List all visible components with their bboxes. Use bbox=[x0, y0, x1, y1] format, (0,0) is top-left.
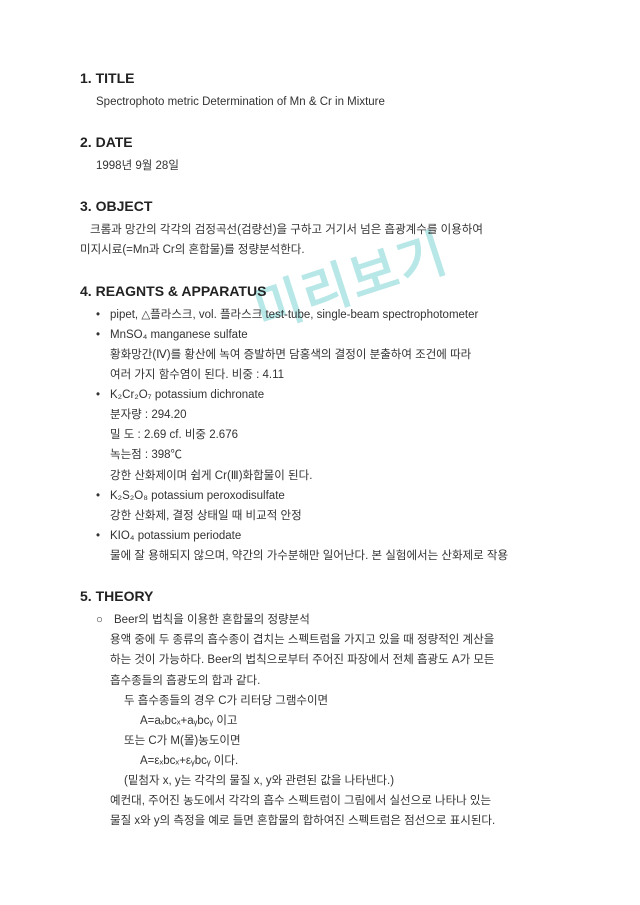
reagent-item: •K₂S₂O₈ potassium peroxodisulfate bbox=[96, 486, 570, 506]
section-theory: 5. THEORY ○ Beer의 법칙을 이용한 혼합물의 정량분석 용액 중… bbox=[80, 588, 570, 831]
bullet-icon: • bbox=[96, 305, 110, 325]
reagent-sub: 여러 가지 함수염이 된다. 비중 : 4.11 bbox=[96, 365, 570, 385]
bullet-icon: • bbox=[96, 325, 110, 345]
reagent-head: KIO₄ potassium periodate bbox=[110, 526, 570, 546]
heading-reagents: 4. REAGNTS & APPARATUS bbox=[80, 283, 570, 299]
document-page: 1. TITLE Spectrophoto metric Determinati… bbox=[0, 0, 640, 894]
heading-text: OBJECT bbox=[96, 198, 153, 214]
num: 1. bbox=[80, 70, 92, 86]
num: 3. bbox=[80, 198, 92, 214]
section-reagents: 4. REAGNTS & APPARATUS •pipet, △플라스크, vo… bbox=[80, 283, 570, 567]
reagent-head: K₂Cr₂O₇ potassium dichronate bbox=[110, 385, 570, 405]
body-reagents: •pipet, △플라스크, vol. 플라스크 test-tube, sing… bbox=[80, 305, 570, 567]
theory-note: (밑첨자 x, y는 각각의 물질 x, y와 관련된 값을 나타낸다.) bbox=[96, 771, 570, 791]
reagent-sub: 강한 산화제이며 쉽게 Cr(Ⅲ)화합물이 된다. bbox=[96, 466, 570, 486]
heading-title: 1. TITLE bbox=[80, 70, 570, 86]
reagent-head: K₂S₂O₈ potassium peroxodisulfate bbox=[110, 486, 570, 506]
section-object: 3. OBJECT 크롬과 망간의 각각의 검정곡선(검량선)을 구하고 거기서… bbox=[80, 198, 570, 260]
reagent-item: •K₂Cr₂O₇ potassium dichronate bbox=[96, 385, 570, 405]
theory-eq1: A=aₓbcₓ+aᵧbcᵧ 이고 bbox=[96, 711, 570, 731]
reagent-sub: 물에 잘 용해되지 않으며, 약간의 가수분해만 일어난다. 본 실험에서는 산… bbox=[96, 546, 570, 566]
heading-object: 3. OBJECT bbox=[80, 198, 570, 214]
body-theory: ○ Beer의 법칙을 이용한 혼합물의 정량분석 용액 중에 두 종류의 흡수… bbox=[80, 610, 570, 831]
num: 4. bbox=[80, 283, 92, 299]
theory-line2: 두 흡수종들의 경우 C가 리터당 그램수이면 bbox=[96, 691, 570, 711]
theory-para1c: 흡수종들의 흡광도의 합과 같다. bbox=[96, 671, 570, 691]
reagent-sub: 황화망간(Ⅳ)를 황산에 녹여 증발하면 담홍색의 결정이 분출하여 조건에 따… bbox=[96, 345, 570, 365]
reagent-item: •pipet, △플라스크, vol. 플라스크 test-tube, sing… bbox=[96, 305, 570, 325]
reagent-sub: 강한 산화제, 결정 상태일 때 비교적 안정 bbox=[96, 506, 570, 526]
reagent-sub: 밀 도 : 2.69 cf. 비중 2.676 bbox=[96, 425, 570, 445]
heading-text: REAGNTS & APPARATUS bbox=[96, 283, 267, 299]
bullet-icon: • bbox=[96, 486, 110, 506]
theory-subhead: ○ Beer의 법칙을 이용한 혼합물의 정량분석 bbox=[96, 610, 570, 630]
num: 5. bbox=[80, 588, 92, 604]
reagent-sub: 녹는점 : 398℃ bbox=[96, 445, 570, 465]
bullet-icon: • bbox=[96, 385, 110, 405]
object-line1: 크롬과 망간의 각각의 검정곡선(검량선)을 구하고 거기서 넘은 흡광계수를 … bbox=[80, 220, 570, 240]
reagent-sub: 분자량 : 294.20 bbox=[96, 405, 570, 425]
section-date: 2. DATE 1998년 9월 28일 bbox=[80, 134, 570, 176]
theory-para1b: 하는 것이 가능하다. Beer의 법칙으로부터 주어진 파장에서 전체 흡광도… bbox=[96, 650, 570, 670]
theory-para1a: 용액 중에 두 종류의 흡수종이 겹치는 스펙트럼을 가지고 있을 때 정량적인… bbox=[96, 630, 570, 650]
section-title: 1. TITLE Spectrophoto metric Determinati… bbox=[80, 70, 570, 112]
body-date: 1998년 9월 28일 bbox=[80, 156, 570, 176]
heading-theory: 5. THEORY bbox=[80, 588, 570, 604]
reagent-head: pipet, △플라스크, vol. 플라스크 test-tube, singl… bbox=[110, 305, 570, 325]
theory-line3: 또는 C가 M(몰)농도이면 bbox=[96, 731, 570, 751]
body-title: Spectrophoto metric Determination of Mn … bbox=[80, 92, 570, 112]
heading-text: THEORY bbox=[96, 588, 154, 604]
bullet-icon: • bbox=[96, 526, 110, 546]
heading-text: DATE bbox=[96, 134, 133, 150]
body-object: 크롬과 망간의 각각의 검정곡선(검량선)을 구하고 거기서 넘은 흡광계수를 … bbox=[80, 220, 570, 260]
heading-text: TITLE bbox=[96, 70, 135, 86]
circle-icon: ○ bbox=[96, 610, 114, 630]
reagent-head: MnSO₄ manganese sulfate bbox=[110, 325, 570, 345]
num: 2. bbox=[80, 134, 92, 150]
reagent-item: •MnSO₄ manganese sulfate bbox=[96, 325, 570, 345]
theory-subhead-text: Beer의 법칙을 이용한 혼합물의 정량분석 bbox=[114, 610, 310, 630]
heading-date: 2. DATE bbox=[80, 134, 570, 150]
theory-eq2: A=εₓbcₓ+εᵧbcᵧ 이다. bbox=[96, 751, 570, 771]
theory-para2a: 예컨대, 주어진 농도에서 각각의 흡수 스펙트럼이 그림에서 실선으로 나타나… bbox=[96, 791, 570, 811]
theory-para2b: 물질 x와 y의 측정을 예로 들면 혼합물의 합하여진 스펙트럼은 점선으로 … bbox=[96, 811, 570, 831]
object-line2: 미지시료(=Mn과 Cr의 혼합물)를 정량분석한다. bbox=[80, 240, 570, 260]
reagent-item: •KIO₄ potassium periodate bbox=[96, 526, 570, 546]
